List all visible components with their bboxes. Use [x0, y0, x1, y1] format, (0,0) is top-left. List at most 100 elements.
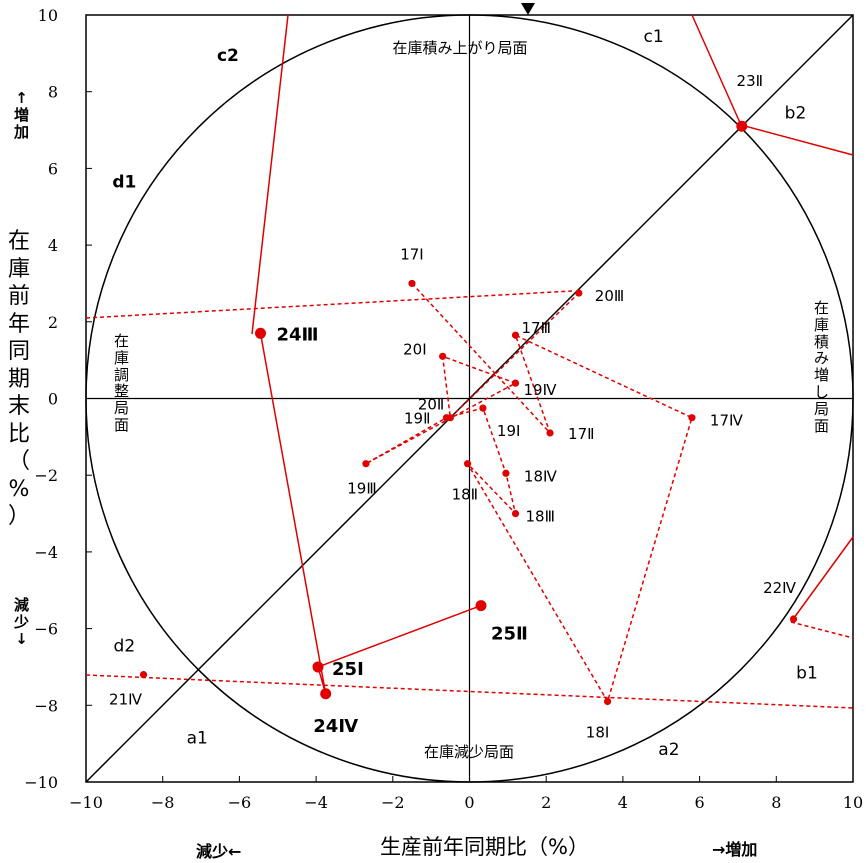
data-point [312, 661, 324, 673]
vertical-char: 調 [114, 365, 130, 384]
point-label: 20Ⅱ [418, 396, 444, 414]
vertical-char: ↑ [15, 89, 28, 107]
data-point [479, 404, 487, 412]
data-point [546, 429, 554, 437]
point-label: 20Ⅲ [595, 287, 624, 305]
phase-label-right: 在庫積み増し局面 [814, 300, 829, 434]
region-label: b1 [796, 663, 818, 683]
x-axis-ticks: −10 −8 −6 −4 −2 0 2 4 6 8 10 [69, 776, 863, 812]
region-label: d1 [112, 173, 136, 193]
boundary-line-b1-solid [790, 536, 854, 623]
region-label: b2 [785, 104, 807, 124]
vertical-char: 末 [8, 394, 31, 419]
data-point [408, 279, 416, 288]
y-unit-increase: ↑ 増加 [14, 90, 29, 140]
data-point [688, 414, 696, 422]
point-label: 19Ⅱ [404, 410, 430, 428]
x-tick-label: −10 [69, 793, 103, 812]
x-tick-label: 10 [843, 793, 863, 812]
point-label: 18Ⅳ [524, 467, 557, 485]
point-label: 19Ⅳ [524, 381, 557, 399]
point-label: 17Ⅲ [522, 319, 551, 337]
x-unit-decrease: 減少← [196, 842, 242, 861]
data-point [736, 120, 748, 132]
data-point [139, 671, 148, 679]
boundary-line-b2 [740, 124, 854, 156]
phase-circle [85, 14, 854, 783]
vertical-char: 増 [14, 105, 30, 124]
point-label: 18Ⅱ [452, 486, 478, 504]
vertical-char: % [8, 476, 30, 502]
point-label: 18Ⅲ [526, 508, 555, 526]
point-label: 17Ⅱ [568, 425, 594, 443]
x-tick-label: 0 [464, 793, 474, 812]
y-unit-decrease: 減少 ↓ [14, 597, 29, 647]
y-tick-label: 0 [48, 390, 58, 409]
data-point [511, 509, 520, 518]
data-point [463, 460, 472, 468]
x-tick-label: −8 [151, 793, 175, 812]
point-label: 23Ⅱ [737, 72, 763, 90]
vertical-char: 年 [8, 311, 31, 337]
data-point [254, 327, 266, 339]
point-label: 24Ⅳ [313, 716, 358, 737]
x-tick-label: 6 [695, 793, 705, 812]
vertical-char: 局 [814, 399, 830, 418]
boundary-line-c1 [691, 14, 742, 126]
y-tick-label: −2 [34, 466, 58, 485]
y-tick-label: 2 [48, 313, 58, 332]
point-label: 25Ⅱ [491, 624, 528, 645]
vertical-char: み [814, 349, 830, 368]
point-label: 17Ⅰ [400, 245, 424, 263]
phase-label-bottom: 在庫減少局面 [424, 743, 514, 761]
vertical-char: し [814, 382, 830, 401]
point-label: 21Ⅳ [109, 691, 142, 709]
vertical-char: 加 [14, 122, 30, 141]
x-tick-label: −6 [228, 793, 252, 812]
vertical-char: 比 [8, 421, 31, 447]
data-point [446, 414, 454, 422]
y-tick-label: 4 [48, 236, 58, 255]
vertical-char: ） [8, 504, 31, 529]
data-point [362, 460, 370, 468]
boundary-line-d2 [85, 674, 854, 709]
region-labels: a1 a2 b1 b2 c1 c2 d1 d2 [112, 27, 817, 760]
vertical-char: 庫 [8, 256, 31, 282]
data-point [511, 379, 520, 387]
point-label: 17Ⅳ [710, 412, 743, 430]
vertical-char: 庫 [814, 315, 830, 334]
data-point [603, 697, 612, 706]
data-point [575, 289, 583, 297]
x-tick-label: −4 [304, 793, 328, 812]
vertical-char: 庫 [114, 348, 130, 367]
vertical-char: ↓ [15, 629, 28, 648]
point-label: 19Ⅰ [497, 422, 521, 440]
vertical-char: 在 [8, 229, 31, 254]
data-point [789, 615, 798, 623]
series-path-solid [259, 333, 482, 695]
vertical-char: 同 [8, 339, 31, 364]
vertical-char: 面 [114, 415, 130, 434]
y-tick-label: −10 [24, 773, 58, 792]
diagonal-45-line [85, 14, 854, 783]
y-tick-label: 10 [38, 6, 58, 25]
region-label: a2 [658, 740, 679, 760]
point-label: 24Ⅲ [276, 324, 318, 345]
point-labels: 17Ⅰ 17Ⅱ 17Ⅲ 17Ⅳ 18Ⅰ 18Ⅱ 18Ⅲ 18Ⅳ 19Ⅰ 19Ⅱ 19Ⅲ 19Ⅳ 20Ⅰ 2… [109, 72, 796, 741]
y-axis-ticks: −10 −8 −6 −4 −2 0 2 4 6 8 10 [24, 6, 92, 792]
phase-label-left: 在庫調整局面 [114, 333, 129, 434]
x-axis-title: 生産前年同期比（%） [380, 835, 589, 859]
data-point [502, 469, 510, 477]
vertical-char: 在 [814, 299, 830, 317]
region-label: c2 [217, 46, 239, 66]
boundary-line-b1-dashed [790, 621, 854, 639]
vertical-char: 少 [14, 612, 30, 631]
y-tick-label: 6 [48, 159, 58, 178]
vertical-char: 期 [8, 366, 31, 392]
y-tick-label: −8 [34, 696, 58, 715]
vertical-char: 増 [814, 366, 830, 385]
x-tick-label: −2 [381, 793, 405, 812]
vertical-char: （ [8, 449, 31, 474]
vertical-char: 面 [814, 416, 830, 435]
y-tick-label: 8 [48, 83, 58, 102]
